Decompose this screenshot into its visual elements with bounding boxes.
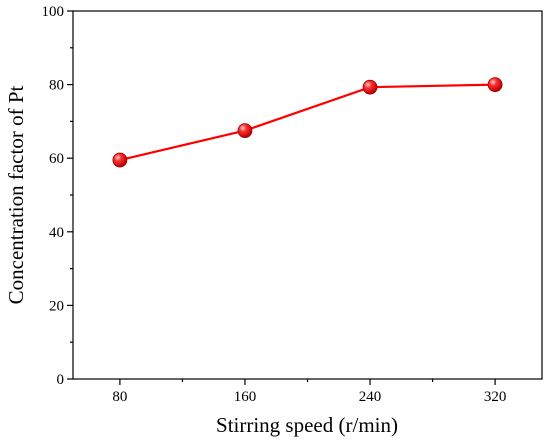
series-layer bbox=[112, 77, 503, 168]
y-tick-label: 80 bbox=[49, 78, 64, 94]
x-axis-label: Stirring speed (r/min) bbox=[216, 413, 398, 437]
plot-frame bbox=[72, 10, 543, 380]
data-point bbox=[112, 152, 128, 168]
y-tick-label: 0 bbox=[57, 372, 65, 388]
x-tick-label: 80 bbox=[112, 389, 127, 405]
x-tick-label: 240 bbox=[359, 389, 382, 405]
data-point bbox=[487, 77, 503, 92]
x-axis-ticks: 80 160 240 320 bbox=[112, 379, 506, 405]
y-axis-label: Concentration factor of Pt bbox=[4, 85, 28, 304]
series-line bbox=[119, 83, 496, 162]
y-tick-label: 40 bbox=[49, 225, 64, 241]
y-axis-ticks: 0 20 40 60 80 100 bbox=[42, 4, 73, 388]
x-tick-label: 160 bbox=[234, 389, 257, 405]
data-point bbox=[237, 123, 253, 139]
x-tick-label: 320 bbox=[484, 389, 507, 405]
data-point bbox=[362, 79, 378, 95]
y-tick-label: 100 bbox=[42, 4, 65, 20]
y-tick-label: 20 bbox=[49, 298, 64, 314]
y-tick-label: 60 bbox=[49, 151, 64, 167]
